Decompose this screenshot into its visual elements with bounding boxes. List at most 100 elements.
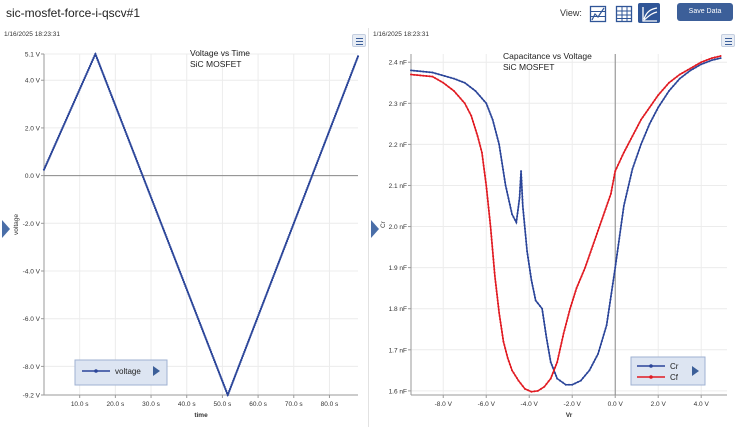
chart-subtitle: SiC MOSFET [503, 62, 554, 72]
data-point-voltage [100, 69, 103, 72]
data-point-Cr [614, 266, 617, 269]
expand-arrow-icon[interactable] [371, 220, 379, 238]
data-point-voltage [343, 90, 346, 93]
data-point-voltage [240, 356, 244, 360]
window-title: sic-mosfet-force-i-qscv#1 [6, 6, 141, 20]
data-point-voltage [211, 354, 214, 358]
data-point-Cr [503, 178, 506, 181]
chart-legend[interactable]: voltage [74, 359, 168, 386]
data-point-Cf [428, 75, 431, 78]
data-point-Cf [486, 193, 489, 196]
data-point-Cf [557, 354, 560, 357]
data-point-Cr [494, 131, 497, 134]
data-point-voltage [184, 285, 187, 288]
data-point-voltage [107, 87, 111, 91]
data-point-Cr [520, 176, 523, 179]
data-point-Cr [581, 377, 584, 380]
data-point-Cr [523, 227, 526, 230]
data-point-Cr [705, 61, 708, 64]
data-point-Cr [640, 143, 643, 146]
data-point-voltage [180, 274, 183, 277]
data-point-Cr [584, 374, 587, 377]
data-point-Cf [425, 75, 428, 78]
data-point-voltage [270, 278, 274, 282]
data-point-Cr [615, 256, 618, 259]
data-point-Cf [684, 70, 687, 73]
data-point-Cf [567, 313, 570, 316]
save-data-button[interactable]: Save Data [677, 3, 733, 21]
data-point-Cr [620, 221, 623, 224]
data-point-Cr [522, 211, 525, 214]
data-point-voltage [61, 126, 64, 129]
data-point-voltage [229, 385, 233, 388]
data-point-Cf [486, 200, 489, 203]
graph-view-button[interactable] [638, 3, 660, 23]
data-point-Cf [540, 387, 543, 390]
data-point-Cf [533, 390, 536, 393]
data-point-Cr [608, 304, 611, 307]
data-point-Cf [702, 60, 705, 63]
data-point-voltage [118, 114, 121, 117]
data-point-voltage [122, 124, 125, 127]
data-point-Cf [550, 374, 553, 377]
data-point-voltage [262, 301, 265, 304]
chart-legend[interactable]: Cr Cf [630, 356, 706, 386]
data-point-voltage [66, 114, 70, 117]
data-point-voltage [324, 139, 327, 142]
data-point-Cf [580, 275, 583, 278]
data-point-Cr [495, 134, 498, 137]
data-point-Cf [485, 184, 488, 187]
data-point-voltage [98, 63, 101, 66]
data-point-voltage [283, 246, 286, 249]
data-point-voltage [151, 200, 154, 203]
data-point-Cf [634, 129, 637, 132]
data-point-voltage [215, 365, 218, 368]
data-point-Cf [447, 85, 450, 88]
data-point-voltage [213, 361, 217, 364]
data-point-Cr [613, 273, 616, 276]
data-point-voltage [314, 166, 317, 169]
chart-menu-button[interactable] [721, 34, 735, 47]
x-tick-label: 40.0 s [178, 401, 196, 408]
data-point-voltage [340, 98, 343, 101]
data-point-Cf [476, 135, 479, 138]
data-point-voltage [50, 150, 54, 153]
data-point-Cr [516, 212, 519, 215]
data-point-Cr [461, 80, 464, 83]
data-point-Cf [488, 219, 491, 222]
data-point-voltage [260, 305, 263, 308]
data-point-Cr [547, 345, 550, 348]
data-point-Cr [443, 75, 446, 78]
data-point-Cr [542, 317, 545, 320]
data-point-Cf [595, 232, 598, 235]
split-view-button[interactable] [586, 3, 608, 23]
data-point-voltage [59, 130, 62, 133]
data-point-Cr [466, 83, 469, 86]
data-point-voltage [273, 272, 276, 276]
table-view-button[interactable] [612, 3, 634, 23]
chart-menu-button[interactable] [352, 34, 366, 47]
data-point-Cr [626, 189, 629, 192]
data-point-voltage [183, 282, 186, 286]
data-point-voltage [84, 74, 87, 78]
expand-arrow-icon[interactable] [2, 220, 10, 238]
y-tick-label: 2.1 nF [389, 183, 407, 190]
data-point-voltage [97, 61, 100, 64]
data-point-Cr [520, 179, 523, 182]
data-point-Cf [697, 62, 700, 65]
x-tick-label: 10.0 s [71, 401, 89, 408]
chart-subtitle: SiC MOSFET [190, 59, 241, 69]
data-point-voltage [73, 100, 76, 103]
data-point-voltage [237, 365, 240, 368]
data-point-voltage [67, 112, 70, 115]
data-point-voltage [226, 393, 229, 397]
data-point-Cf [562, 332, 565, 335]
data-point-Cf [556, 361, 559, 364]
data-point-voltage [95, 57, 99, 60]
chart-title: Voltage vs Time [190, 48, 250, 58]
data-point-voltage [157, 215, 160, 218]
data-point-voltage [342, 92, 345, 95]
data-point-voltage [345, 84, 349, 87]
data-point-Cr [548, 354, 551, 357]
data-point-voltage [125, 133, 128, 136]
